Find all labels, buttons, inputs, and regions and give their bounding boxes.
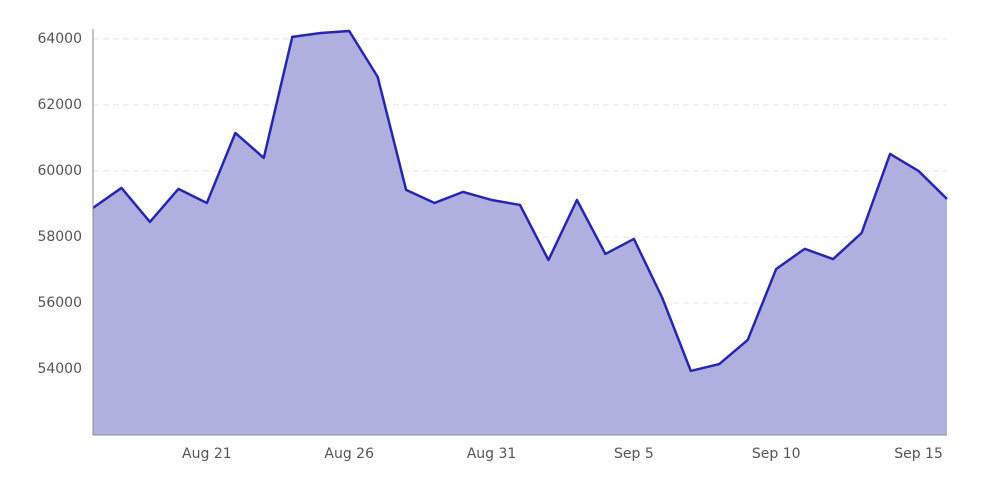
x-tick-label: Aug 31 (467, 446, 517, 462)
y-tick-label: 62000 (37, 97, 82, 113)
line (92, 29, 948, 373)
x-tick-label: Sep 10 (752, 446, 801, 462)
y-tick-label: 58000 (37, 229, 82, 245)
x-tick-label: Aug 21 (182, 446, 232, 462)
y-tick-label: 56000 (37, 295, 82, 311)
area-fill (93, 30, 947, 435)
y-tick-label: 64000 (37, 31, 82, 47)
y-tick-label: 60000 (37, 163, 82, 179)
y-tick-label: 54000 (37, 361, 82, 377)
x-tick-label: Sep 5 (614, 446, 654, 462)
x-tick-label: Sep 15 (894, 446, 943, 462)
x-tick-label: Aug 26 (324, 446, 374, 462)
